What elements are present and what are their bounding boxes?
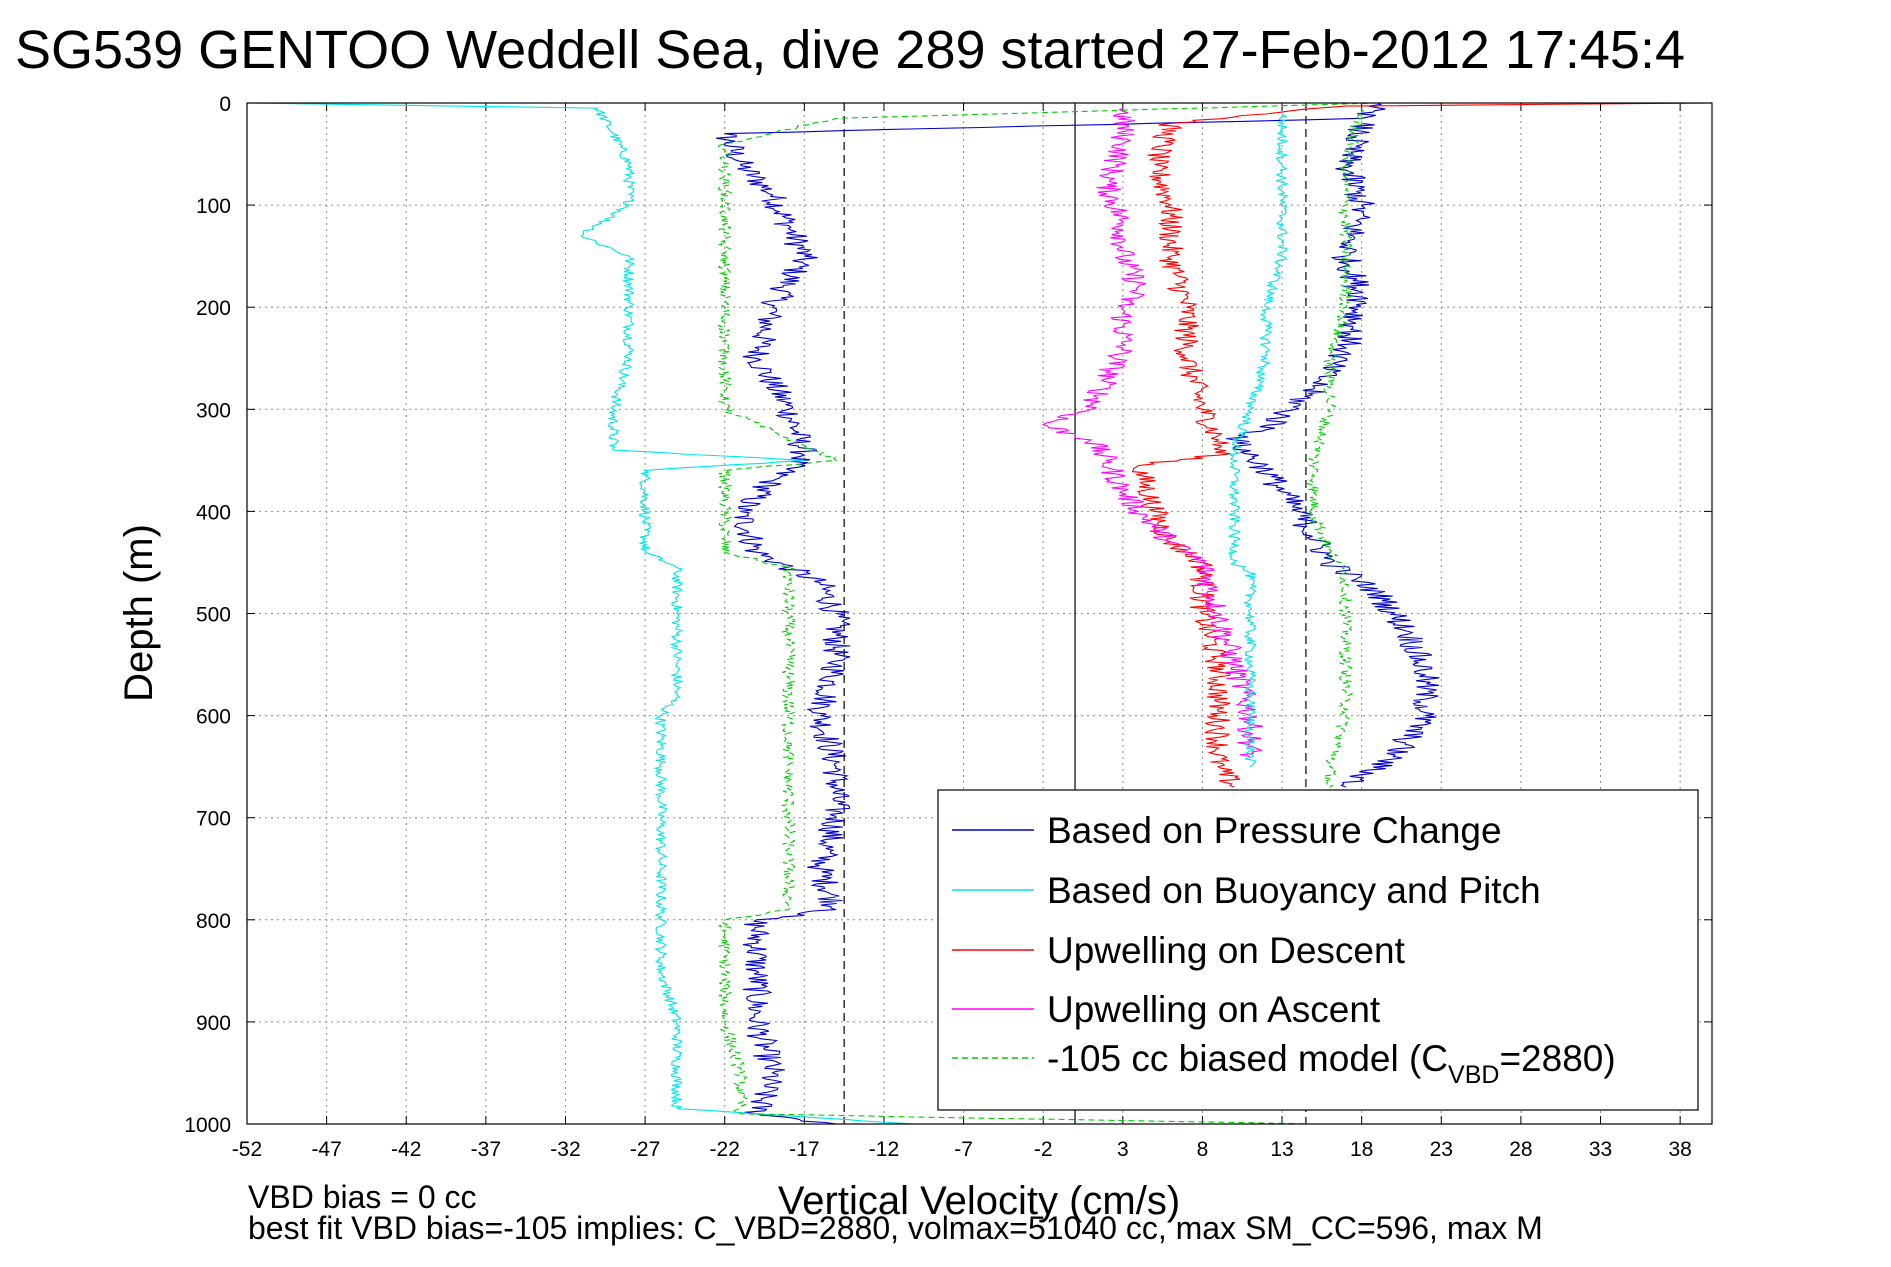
y-tick-label: 100 [196,195,231,218]
x-tick-label: -22 [710,1138,740,1161]
x-tick-label: -7 [954,1138,973,1161]
x-tick-label: -42 [391,1138,421,1161]
x-tick-label: 13 [1270,1138,1293,1161]
legend-label: Based on Buoyancy and Pitch [1047,870,1541,911]
plot-frame [246,102,1713,1125]
x-tick-label: 8 [1197,1138,1209,1161]
tick-layer: -52 -47 -42 -37 -32 -27 -22 -17 -12 -7 -2 3 8 13 18 23 2… [184,93,1712,1161]
y-tick-label: 900 [196,1012,231,1035]
legend-label: Upwelling on Ascent [1047,989,1381,1030]
legend: Based on Pressure Change Based on Buoyanc… [937,789,1699,1111]
series-line-1 [246,102,916,1125]
y-tick-label: 0 [219,93,231,116]
legend-label: Upwelling on Descent [1047,930,1406,971]
x-tick-label: -52 [232,1138,262,1161]
x-tick-label: 33 [1589,1138,1612,1161]
x-tick-label: 3 [1117,1138,1129,1161]
legend-label: -105 cc biased model (CVBD=2880) [1047,1038,1616,1089]
x-tick-label: 18 [1350,1138,1373,1161]
series-line-6 [1226,112,1290,768]
y-tick-label: 800 [196,910,231,933]
series-line-0 [715,102,1386,1125]
y-tick-label: 400 [196,501,231,524]
legend-box [937,789,1699,1111]
x-tick-label: -37 [471,1138,501,1161]
series-line-5 [1226,122,1440,788]
series-line-2 [1131,102,1713,788]
series-line-3 [1041,107,1264,757]
x-tick-label: 28 [1509,1138,1532,1161]
footer-best-fit: best fit VBD bias=-105 implies: C_VBD=28… [248,1210,1543,1246]
series-line-7 [1305,107,1365,788]
legend-items: Based on Pressure Change Based on Buoyanc… [952,810,1616,1089]
x-tick-label: -12 [869,1138,899,1161]
x-axis-label: Vertical Velocity (cm/s) [778,1179,1180,1223]
y-tick-label: 200 [196,297,231,320]
y-axis-label: Depth (m) [117,524,161,702]
x-tick-label: 23 [1430,1138,1453,1161]
x-tick-label: -27 [630,1138,660,1161]
x-tick-label: 38 [1668,1138,1691,1161]
x-tick-label: -17 [789,1138,819,1161]
y-tick-label: 500 [196,604,231,627]
legend-label: Based on Pressure Change [1047,810,1502,851]
y-tick-label: 600 [196,706,231,729]
chart-title: SG539 GENTOO Weddell Sea, dive 289 start… [15,20,1685,80]
series-layer [246,102,1713,1125]
y-tick-label: 700 [196,808,231,831]
footer-vbd-bias: VBD bias = 0 cc [248,1179,477,1215]
x-tick-label: -32 [550,1138,580,1161]
x-tick-label: -2 [1034,1138,1053,1161]
y-tick-label: 300 [196,399,231,422]
series-line-4 [717,102,1378,1125]
x-tick-label: -47 [311,1138,341,1161]
y-tick-label: 1000 [184,1114,231,1137]
